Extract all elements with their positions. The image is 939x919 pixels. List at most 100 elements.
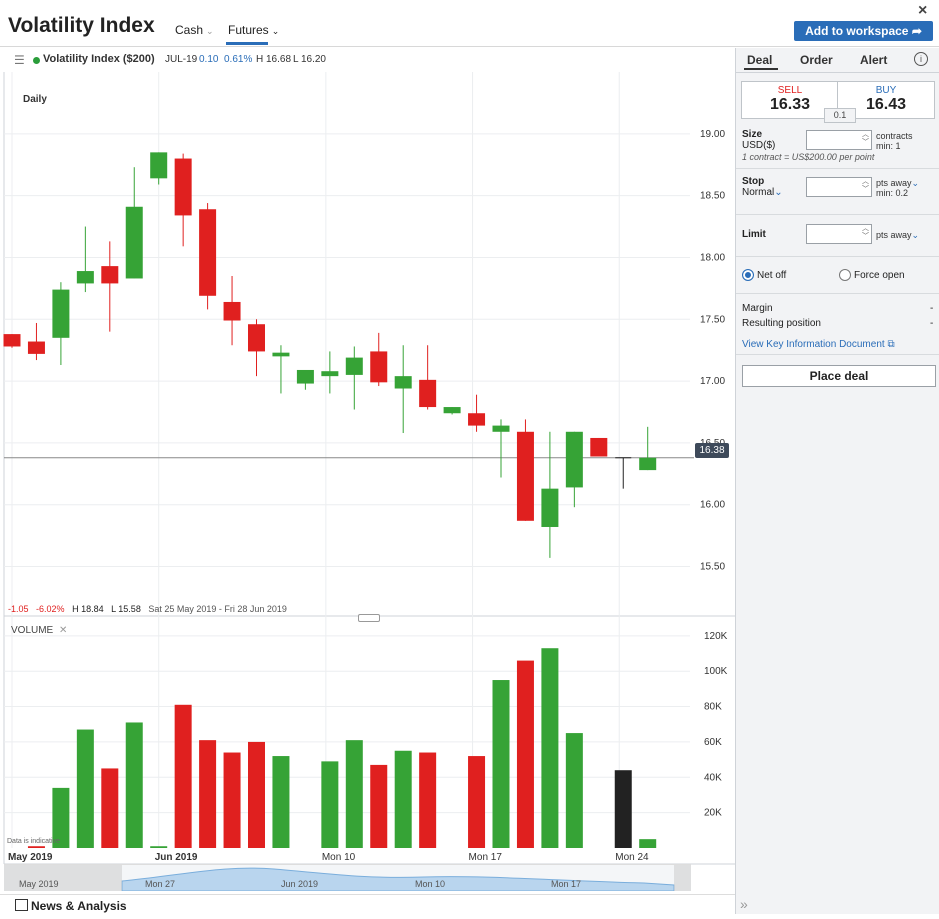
info-icon[interactable]: i	[914, 52, 928, 66]
candle-body	[3, 334, 21, 347]
period-summary: -1.05 -6.02% H 18.84 L 15.58 Sat 25 May …	[8, 604, 287, 614]
margin-value: -	[930, 303, 934, 314]
volume-tick-label: 40K	[704, 772, 722, 783]
chevron-down-icon: ⌄	[911, 178, 920, 188]
net-off-label: Net off	[757, 270, 787, 281]
price-tick-label: 16.00	[700, 500, 725, 511]
hamburger-menu-icon[interactable]: ☰	[14, 53, 25, 67]
price-tick-label: 19.00	[700, 129, 725, 140]
divider	[736, 72, 939, 73]
chevron-down-icon: ⌄	[911, 230, 920, 240]
volume-bar	[565, 733, 583, 848]
period-change-percent: -6.02%	[36, 604, 65, 614]
close-icon[interactable]: ×	[918, 2, 928, 19]
external-link-icon: ⧉	[887, 339, 895, 350]
candle-body	[150, 152, 168, 179]
candle-body	[492, 425, 510, 432]
sell-button[interactable]: SELL 16.33	[741, 81, 839, 119]
candle-body	[272, 352, 290, 357]
market-name: Volatility Index ($200)	[43, 53, 155, 65]
size-unit: USD($)	[742, 140, 776, 151]
candle-body	[443, 407, 461, 414]
chart-interval[interactable]: Daily	[23, 94, 47, 105]
stop-input[interactable]: ︿ ﹀	[806, 177, 872, 197]
market-info-bar: ☰ Volatility Index ($200) JUL-19 0.10 0.…	[0, 48, 735, 72]
tab-cash-label: Cash	[175, 23, 204, 37]
margin-label: Margin	[742, 303, 773, 314]
tab-futures[interactable]: Futures ⌄	[228, 23, 279, 37]
nav-label-mon27: Mon 27	[145, 879, 176, 889]
candle-body	[370, 351, 388, 383]
time-tick-label: Mon 10	[322, 852, 356, 863]
volume-title: VOLUME ✕	[11, 625, 67, 636]
price-tick-label: 18.50	[700, 191, 725, 202]
remove-volume-icon[interactable]: ✕	[59, 625, 68, 636]
buy-price: 16.43	[865, 96, 907, 113]
volume-bar	[345, 740, 363, 848]
add-to-workspace-button[interactable]: Add to workspace ➦	[794, 21, 933, 41]
price-tick-label: 18.00	[700, 252, 725, 263]
volume-bar	[174, 704, 192, 848]
stop-title: Stop	[742, 176, 765, 187]
stepper-icon[interactable]: ︿ ﹀	[862, 225, 869, 240]
place-deal-button[interactable]: Place deal	[742, 365, 936, 387]
pane-resize-handle[interactable]	[358, 614, 380, 622]
force-open-label: Force open	[854, 270, 905, 281]
volume-tick-label: 80K	[704, 702, 722, 713]
tab-cash[interactable]: Cash ⌄	[175, 23, 214, 37]
volume-bar	[370, 764, 388, 848]
add-to-workspace-label: Add to workspace	[805, 24, 909, 38]
force-open-radio[interactable]	[839, 269, 851, 281]
volume-bar	[419, 752, 437, 848]
size-title: Size	[742, 129, 763, 140]
volume-tick-label: 100K	[704, 666, 728, 677]
candle-body	[321, 371, 339, 377]
volume-bar	[468, 756, 486, 848]
candle-body	[516, 431, 534, 521]
tab-futures-label: Futures	[228, 23, 269, 37]
chart-navigator[interactable]: May 2019 Mon 27 Jun 2019 Mon 10 Mon 17	[4, 864, 691, 891]
price-change-percent: 0.61%	[224, 54, 253, 65]
kid-link[interactable]: View Key Information Document ⧉	[742, 339, 895, 350]
chevron-down-icon: ⌄	[271, 26, 280, 36]
expand-panel-icon[interactable]: »	[740, 896, 748, 912]
buy-label: BUY	[875, 85, 897, 96]
candlestick-chart[interactable]: 19.0018.5018.0017.5017.0016.5016.0015.50…	[0, 72, 735, 914]
day-high: H 16.68	[256, 54, 292, 65]
tab-order[interactable]: Order	[800, 53, 833, 67]
size-input[interactable]: ︿ ﹀	[806, 130, 872, 150]
price-tick-label: 17.00	[700, 376, 725, 387]
divider	[736, 214, 939, 215]
chart-area[interactable]: 19.0018.5018.0017.5017.0016.5016.0015.50…	[0, 72, 735, 914]
kid-link-label: View Key Information Document	[742, 339, 885, 350]
price-tick-label: 15.50	[700, 562, 725, 573]
time-tick-label: Jun 2019	[155, 852, 198, 863]
volume-bar	[76, 729, 94, 848]
tab-alert[interactable]: Alert	[860, 53, 888, 67]
limit-input[interactable]: ︿ ﹀	[806, 224, 872, 244]
stop-type-select[interactable]: Normal⌄	[742, 187, 783, 198]
newspaper-icon	[15, 899, 28, 911]
candle-body	[101, 266, 119, 284]
volume-bar	[125, 722, 143, 848]
stepper-icon[interactable]: ︿ ﹀	[862, 131, 869, 146]
stop-suffix[interactable]: pts away⌄ min: 0.2	[876, 178, 919, 198]
size-suffix-contracts: contracts	[876, 131, 913, 141]
nav-label-mon17: Mon 17	[551, 879, 582, 889]
tab-deal[interactable]: Deal	[747, 53, 773, 67]
data-note: Data is indicative	[7, 838, 60, 845]
news-bar[interactable]: News & Analysis	[0, 894, 735, 915]
chevron-down-icon: ⌄	[774, 187, 783, 198]
divider	[736, 293, 939, 294]
time-tick-label: Mon 24	[615, 852, 649, 863]
limit-title: Limit	[742, 229, 766, 240]
volume-bar	[516, 660, 534, 848]
volume-bar	[492, 680, 510, 848]
period-change: -1.05	[8, 604, 29, 614]
stepper-icon[interactable]: ︿ ﹀	[862, 178, 869, 193]
net-off-radio[interactable]	[742, 269, 754, 281]
volume-tick-label: 60K	[704, 737, 722, 748]
news-label: News & Analysis	[31, 899, 127, 913]
limit-suffix[interactable]: pts away⌄	[876, 230, 919, 240]
candle-body	[419, 379, 437, 408]
